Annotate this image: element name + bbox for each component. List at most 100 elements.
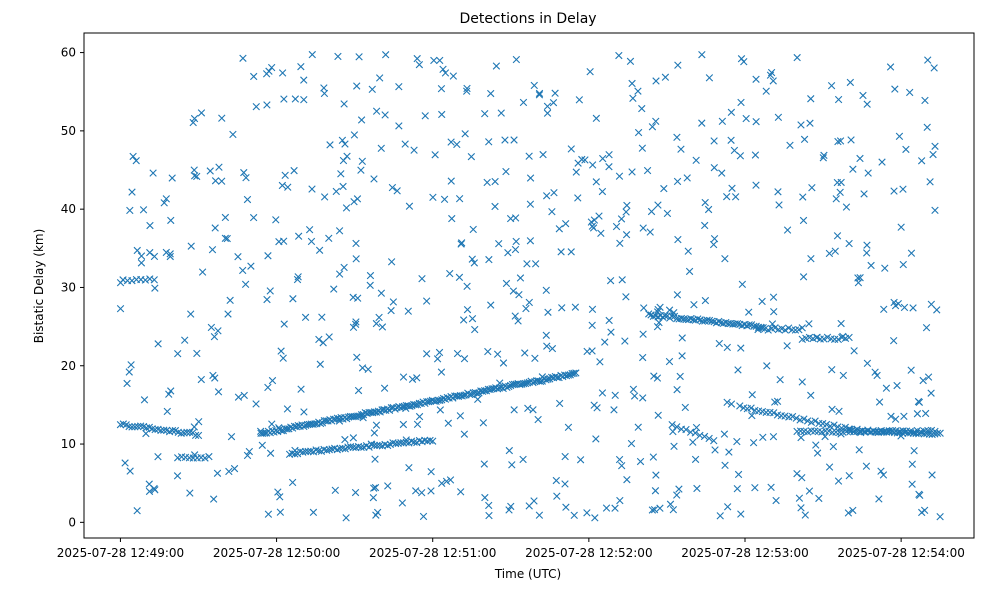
clutter-point (845, 472, 853, 480)
clutter-point (752, 181, 760, 189)
clutter-point (380, 384, 389, 392)
clutter-point (146, 221, 154, 230)
clutter-point (593, 404, 601, 412)
track-point (151, 425, 159, 434)
clutter-point (395, 122, 403, 130)
clutter-point (278, 69, 287, 77)
clutter-point (634, 128, 643, 137)
track-point (399, 439, 408, 447)
clutter-point (863, 359, 872, 367)
clutter-point (515, 291, 523, 299)
clutter-point (542, 192, 551, 200)
clutter-point (353, 82, 361, 90)
clutter-point (690, 301, 698, 309)
clutter-point (468, 314, 477, 323)
clutter-point (605, 316, 613, 325)
clutter-point (230, 464, 239, 473)
clutter-point (745, 308, 753, 316)
clutter-point (190, 114, 199, 123)
clutter-point (799, 216, 808, 225)
clutter-point (501, 136, 509, 144)
clutter-point (859, 91, 867, 100)
clutter-point (439, 65, 447, 73)
clutter-point (418, 489, 426, 497)
x-axis-label: Time (UTC) (494, 567, 561, 581)
clutter-point (189, 118, 197, 127)
clutter-point (595, 212, 603, 220)
clutter-point (856, 154, 864, 163)
clutter-point (358, 157, 366, 166)
clutter-point (357, 166, 365, 174)
clutter-point (887, 412, 895, 421)
clutter-point (190, 166, 198, 174)
clutter-point (807, 391, 815, 400)
track-point (798, 324, 806, 332)
track-point (311, 420, 319, 428)
clutter-point (530, 81, 538, 90)
clutter-point (660, 184, 668, 193)
clutter-point (542, 331, 550, 339)
clutter-point (806, 119, 814, 127)
clutter-point (479, 419, 488, 427)
track-point (931, 427, 939, 436)
clutter-point (548, 207, 556, 216)
clutter-point (665, 306, 674, 314)
clutter-point (193, 172, 201, 181)
clutter-point (510, 136, 518, 144)
clutter-point (807, 95, 815, 103)
clutter-point (413, 54, 421, 63)
chart-title: Detections in Delay (459, 11, 596, 27)
clutter-point (186, 489, 194, 497)
clutter-point (555, 225, 563, 233)
clutter-point (623, 475, 631, 484)
clutter-point (247, 262, 255, 270)
clutter-point (218, 177, 226, 185)
clutter-point (371, 483, 380, 492)
clutter-point (915, 398, 924, 406)
clutter-point (550, 189, 558, 197)
clutter-point (832, 195, 840, 203)
clutter-point (221, 234, 230, 242)
clutter-point (805, 487, 814, 495)
track-point (668, 420, 676, 429)
clutter-point (427, 468, 435, 476)
clutter-point (752, 117, 760, 126)
track-point (277, 427, 286, 435)
clutter-point (168, 174, 176, 182)
clutter-point (485, 138, 493, 146)
track-point (180, 429, 188, 437)
plot-frame (83, 32, 975, 539)
clutter-point (893, 381, 901, 390)
track-point (811, 417, 819, 425)
clutter-point (308, 185, 316, 193)
clutter-point (880, 305, 888, 313)
clutter-point (551, 89, 559, 97)
clutter-point (449, 72, 458, 80)
clutter-point (772, 496, 780, 505)
clutter-point (510, 406, 518, 414)
clutter-point (290, 166, 298, 175)
clutter-point (234, 253, 242, 261)
clutter-point (272, 216, 280, 224)
clutter-point (639, 330, 647, 338)
clutter-point (879, 471, 888, 479)
clutter-point (502, 279, 511, 288)
track-point (406, 402, 414, 411)
track-point (116, 420, 125, 429)
clutter-point (377, 144, 385, 153)
track-point (436, 396, 444, 405)
track-point (168, 426, 177, 435)
clutter-point (583, 509, 591, 517)
track-point (493, 385, 502, 393)
clutter-point (828, 365, 836, 374)
clutter-point (436, 56, 444, 65)
clutter-point (666, 500, 675, 508)
clutter-point (674, 61, 682, 69)
clutter-point (133, 246, 141, 255)
track-point (564, 371, 573, 379)
clutter-point (276, 493, 284, 501)
clutter-point (752, 75, 760, 83)
clutter-point (931, 142, 939, 150)
track-point (682, 425, 690, 434)
clutter-point (283, 405, 292, 413)
